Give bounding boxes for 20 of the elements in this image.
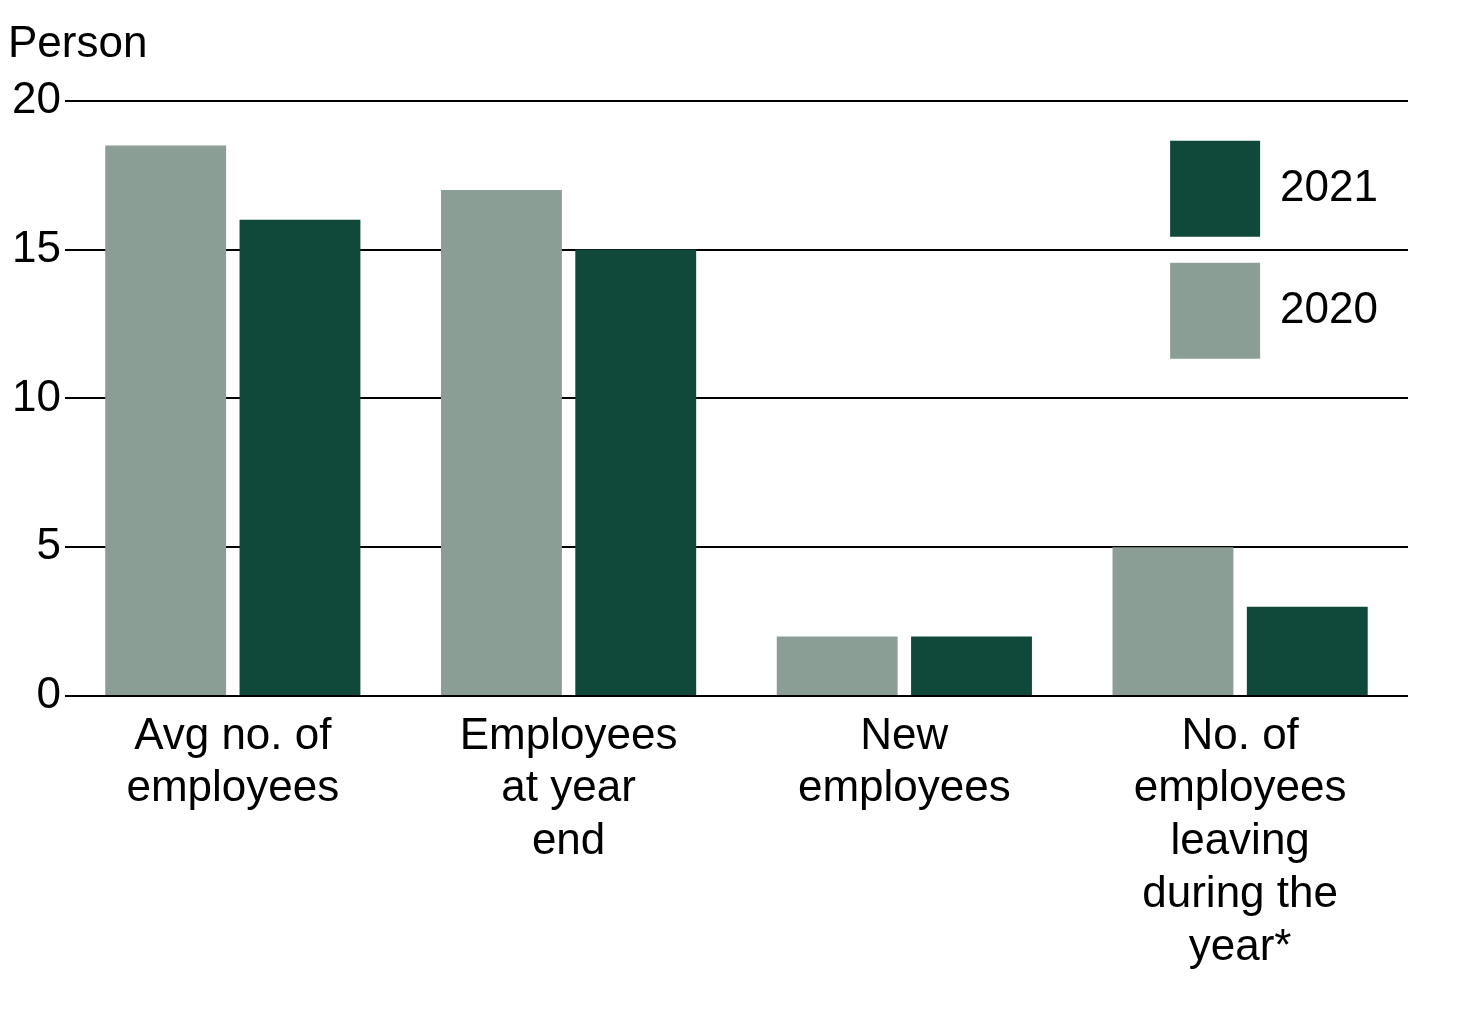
y-tick-label: 10 bbox=[11, 370, 61, 420]
bar bbox=[911, 636, 1032, 695]
bar bbox=[1246, 606, 1368, 695]
x-tick-label: Employees at year end bbox=[459, 708, 678, 864]
y-tick-label: 5 bbox=[36, 519, 61, 569]
legend-label: 2021 bbox=[1280, 160, 1379, 210]
x-tick-label: No. of employees leaving during the year* bbox=[1133, 708, 1347, 969]
legend-label: 2020 bbox=[1280, 282, 1379, 332]
y-axis-title: Person bbox=[8, 16, 148, 66]
y-tick-label: 20 bbox=[11, 72, 61, 122]
y-tick-label: 0 bbox=[36, 668, 61, 718]
bar bbox=[1112, 547, 1234, 695]
y-tick-label: 15 bbox=[11, 221, 61, 271]
x-tick-label: New employees bbox=[797, 708, 1011, 811]
bar bbox=[575, 249, 697, 695]
bar bbox=[105, 145, 227, 695]
bar bbox=[441, 190, 562, 695]
bar bbox=[776, 636, 898, 695]
bar bbox=[239, 219, 361, 695]
x-tick-label: Avg no. of employees bbox=[126, 708, 340, 811]
